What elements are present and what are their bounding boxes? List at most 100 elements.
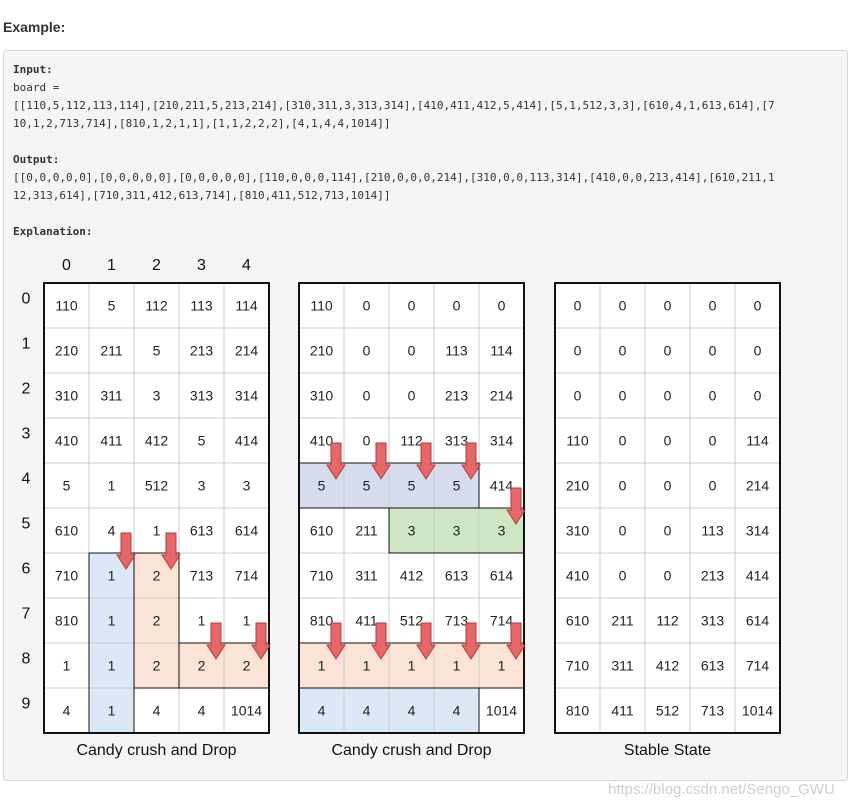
cell-value: 211 [611, 613, 634, 629]
cell-value: 411 [355, 613, 378, 629]
cell-value: 5 [108, 298, 116, 314]
cell-value: 0 [453, 298, 461, 314]
cell-value: 4 [153, 703, 161, 719]
cell-value: 410 [55, 433, 79, 449]
drop-arrow-icon [116, 532, 136, 570]
cell-value: 0 [754, 298, 762, 314]
cell-value: 0 [363, 433, 371, 449]
region-outline [133, 552, 180, 689]
cell-value: 1014 [231, 703, 262, 719]
row-index-1: 1 [22, 336, 31, 353]
drop-arrow-icon [206, 622, 226, 660]
drop-arrow-icon [371, 442, 391, 480]
cell-value: 0 [709, 298, 717, 314]
cell-value: 0 [363, 343, 371, 359]
cell-value: 1014 [486, 703, 517, 719]
region-orange [134, 553, 179, 688]
row-index-3: 3 [22, 426, 31, 443]
cell-value: 414 [235, 433, 259, 449]
cell-value: 1 [408, 658, 416, 674]
cell-value: 810 [55, 613, 79, 629]
output-line-1: [[0,0,0,0,0],[0,0,0,0,0],[0,0,0,0,0],[11… [13, 171, 775, 184]
grid-border [43, 282, 270, 734]
cell-value: 0 [709, 343, 717, 359]
cell-value: 0 [664, 478, 672, 494]
cell-value: 314 [490, 433, 514, 449]
cell-value: 613 [445, 568, 469, 584]
input-line-1: [[110,5,112,113,114],[210,211,5,213,214]… [13, 99, 775, 112]
cell-value: 1 [363, 658, 371, 674]
cell-value: 512 [145, 478, 169, 494]
cell-value: 1 [108, 658, 116, 674]
grid-3: 0 0 0 0 0 0 0 0 0 0 0 0 0 0 0 110 0 0 0 114 210 0 0 0 214 310 0 0 11… [554, 282, 781, 759]
cell-value: 0 [709, 388, 717, 404]
cell-value: 310 [55, 388, 79, 404]
cell-value: 1 [498, 658, 506, 674]
cell-value: 710 [566, 658, 590, 674]
cell-value: 1 [243, 613, 251, 629]
cell-value: 112 [145, 298, 168, 314]
cell-value: 210 [566, 478, 590, 494]
cell-value: 314 [746, 523, 770, 539]
cell-value: 4 [63, 703, 71, 719]
cell-value: 2 [243, 658, 251, 674]
cell-value: 3 [198, 478, 206, 494]
cell-value: 1 [318, 658, 326, 674]
grid-caption: Candy crush and Drop [76, 742, 236, 759]
cell-value: 112 [656, 613, 679, 629]
drop-arrow-icon [506, 622, 526, 660]
cell-value: 211 [355, 523, 378, 539]
cell-value: 714 [235, 568, 259, 584]
cell-value: 0 [498, 298, 506, 314]
cell-value: 412 [145, 433, 169, 449]
row-index-9: 9 [22, 696, 31, 713]
cell-value: 0 [619, 523, 627, 539]
cell-value: 2 [153, 658, 161, 674]
region-green [389, 508, 524, 553]
cell-value: 0 [408, 343, 416, 359]
cell-value: 614 [235, 523, 259, 539]
cell-value: 613 [190, 523, 214, 539]
board-line: board = [13, 81, 60, 94]
grid-border [298, 282, 525, 734]
cell-value: 713 [445, 613, 469, 629]
cell-value: 0 [664, 298, 672, 314]
cell-value: 213 [190, 343, 214, 359]
drop-arrow-icon [161, 532, 181, 570]
cell-value: 2 [198, 658, 206, 674]
cell-value: 411 [100, 433, 123, 449]
cell-value: 4 [453, 703, 461, 719]
cell-value: 0 [619, 388, 627, 404]
drop-arrow-icon [506, 487, 526, 525]
cell-value: 810 [310, 613, 334, 629]
cell-value: 714 [490, 613, 514, 629]
cell-value: 0 [363, 298, 371, 314]
cell-value: 1 [108, 613, 116, 629]
cell-value: 5 [363, 478, 371, 494]
cell-value: 610 [566, 613, 590, 629]
cell-value: 3 [498, 523, 506, 539]
cell-value: 710 [55, 568, 79, 584]
cell-value: 0 [619, 298, 627, 314]
cell-value: 110 [55, 298, 78, 314]
cell-value: 4 [318, 703, 326, 719]
cell-value: 410 [566, 568, 590, 584]
cell-value: 114 [490, 343, 513, 359]
input-line-2: 10,1,2,713,714],[810,1,2,1,1],[1,1,2,2,2… [13, 117, 391, 130]
cell-value: 0 [574, 388, 582, 404]
cell-value: 112 [400, 433, 423, 449]
cell-value: 311 [355, 568, 378, 584]
cell-value: 5 [408, 478, 416, 494]
cell-value: 4 [198, 703, 206, 719]
col-index-3: 3 [197, 257, 206, 274]
cell-value: 5 [63, 478, 71, 494]
cell-value: 0 [619, 343, 627, 359]
cell-value: 0 [664, 523, 672, 539]
cell-value: 0 [619, 478, 627, 494]
col-index-2: 2 [152, 257, 161, 274]
cell-value: 410 [310, 433, 334, 449]
cell-value: 0 [754, 388, 762, 404]
cell-value: 0 [619, 568, 627, 584]
